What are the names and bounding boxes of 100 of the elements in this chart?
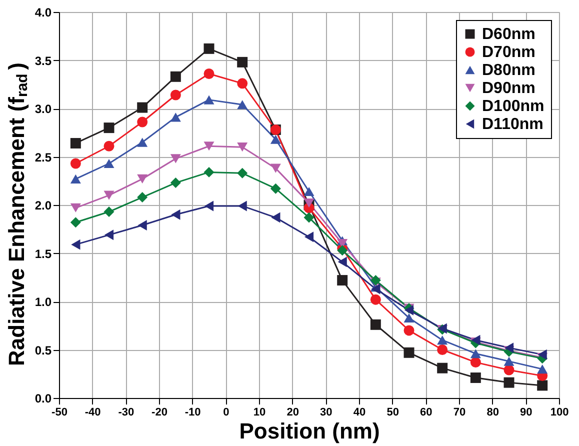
point — [437, 336, 448, 345]
point — [504, 342, 514, 354]
point — [70, 158, 81, 169]
point — [104, 206, 114, 217]
point — [137, 116, 148, 128]
point — [70, 138, 81, 148]
point — [337, 275, 348, 286]
legend-label: D70nm — [482, 44, 536, 61]
point — [170, 178, 181, 188]
point — [70, 217, 81, 228]
point — [138, 220, 147, 231]
point — [204, 43, 214, 54]
point — [170, 154, 181, 164]
x-tick-label: 40 — [353, 406, 366, 418]
point — [238, 200, 247, 212]
point — [270, 134, 281, 144]
point — [70, 203, 81, 212]
point — [370, 319, 381, 330]
y-tick-label: 2.0 — [34, 198, 52, 212]
x-tick-label: 90 — [520, 406, 532, 418]
y-tick-label: 1.0 — [34, 295, 52, 309]
x-axis-title: Position (nm) — [239, 418, 380, 444]
point — [404, 325, 414, 336]
x-tick-label: -30 — [118, 406, 134, 418]
point — [504, 377, 514, 388]
point — [270, 164, 281, 173]
point — [237, 78, 248, 89]
point — [370, 294, 381, 305]
point — [371, 284, 380, 294]
point — [137, 102, 148, 113]
point — [171, 209, 180, 220]
y-tick-label: 1.5 — [34, 246, 52, 261]
legend-label: D110nm — [482, 116, 544, 133]
y-axis-title: Radiative Enhancement (frad) — [4, 62, 31, 366]
x-tick-label: 80 — [486, 406, 499, 418]
point — [404, 347, 414, 358]
legend-label: D100nm — [482, 98, 544, 115]
x-tick-label: 10 — [253, 406, 266, 418]
point — [304, 198, 314, 208]
point — [537, 380, 548, 391]
point — [471, 334, 480, 346]
point — [470, 349, 481, 358]
point — [470, 372, 481, 383]
x-tick-label: -50 — [52, 406, 68, 418]
point — [504, 364, 514, 376]
point — [70, 174, 81, 184]
point — [204, 142, 214, 151]
x-tick-label: -20 — [152, 406, 168, 418]
point — [137, 174, 148, 184]
point — [271, 212, 280, 223]
point — [304, 186, 314, 196]
legend-label: D90nm — [482, 80, 536, 97]
x-tick-label: 100 — [550, 406, 569, 418]
point — [304, 232, 314, 242]
point — [104, 140, 114, 152]
point — [204, 166, 214, 178]
point — [204, 200, 214, 212]
x-tick-label: 30 — [320, 406, 332, 418]
point — [437, 344, 448, 355]
point — [270, 183, 281, 194]
point — [104, 158, 114, 168]
point — [137, 138, 148, 147]
y-tick-label: 0.0 — [34, 392, 52, 406]
y-tick-label: 3.0 — [34, 102, 52, 116]
point — [404, 313, 414, 322]
point — [304, 212, 314, 223]
point — [204, 95, 214, 104]
point — [237, 56, 248, 68]
point — [237, 100, 248, 110]
point — [170, 112, 181, 122]
legend-label: D60nm — [482, 26, 536, 43]
x-tick-label: 70 — [453, 406, 466, 418]
point — [470, 357, 481, 368]
point — [170, 90, 181, 100]
point — [170, 71, 181, 82]
legend-label: D80nm — [482, 62, 536, 79]
point — [437, 362, 448, 374]
y-tick-label: 2.5 — [34, 150, 52, 164]
y-tick-label: 0.5 — [34, 343, 52, 358]
x-tick-label: 50 — [386, 406, 399, 418]
point — [137, 192, 148, 203]
x-tick-label: -40 — [84, 406, 101, 418]
point — [104, 230, 114, 240]
point — [537, 364, 548, 374]
x-tick-label: -10 — [184, 406, 201, 418]
point — [370, 275, 381, 286]
y-tick-label: 4.0 — [34, 6, 52, 20]
point — [338, 256, 347, 268]
point — [538, 349, 547, 360]
y-tick-label: 3.5 — [34, 54, 52, 68]
point — [504, 356, 514, 366]
point — [71, 239, 80, 250]
point — [237, 142, 248, 152]
point — [237, 168, 248, 178]
point — [104, 122, 114, 134]
x-tick-label: 0 — [223, 406, 230, 418]
point — [104, 190, 114, 200]
x-tick-label: 20 — [286, 406, 299, 418]
x-tick-label: 60 — [420, 406, 432, 418]
point — [204, 68, 214, 79]
